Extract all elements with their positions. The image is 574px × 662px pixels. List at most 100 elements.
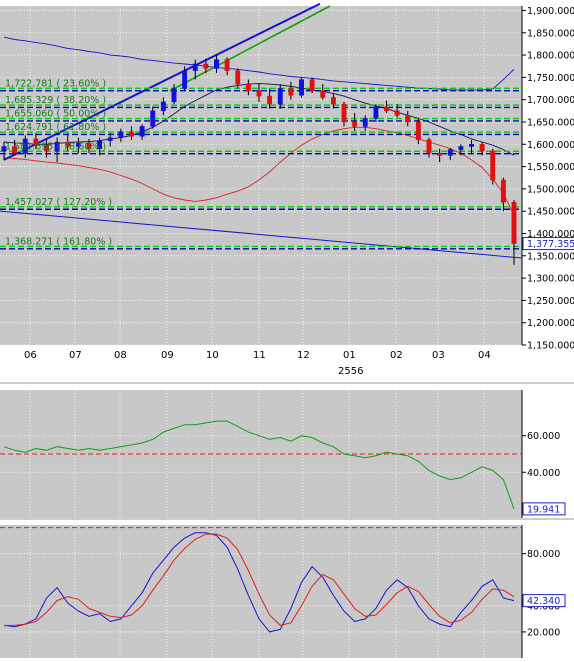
stochastic-y-tick-label: 80.000	[527, 549, 560, 560]
candle-body-down	[426, 139, 432, 154]
stochastic-d-line	[4, 533, 515, 626]
trendline-down-blue	[0, 210, 523, 259]
x-sublabel: 2556	[338, 366, 363, 377]
candle-body-down	[44, 144, 49, 152]
candle-body-down	[511, 202, 517, 244]
fib-level-label: 1,368.271 ( 161.80% )	[5, 237, 112, 248]
x-tick-label: 02	[390, 350, 403, 361]
candle-body-down	[235, 70, 241, 85]
price-y-tick-label: 1,400.000	[527, 229, 574, 240]
fib-level-label: 1,581.695 ( 78.60% )	[5, 141, 106, 152]
candle-body-down	[415, 121, 421, 141]
price-y-tick-label: 1,150.000	[527, 341, 574, 352]
candle-body-down	[384, 106, 389, 112]
x-tick-label: 11	[253, 350, 266, 361]
x-tick-label: 04	[478, 350, 491, 361]
candle-body-up	[22, 138, 28, 154]
candle-body-up	[171, 88, 177, 103]
rsi-line	[3, 420, 515, 510]
x-tick-label: 07	[69, 350, 82, 361]
fib-level-label: 1,624.791 ( 61.80% )	[5, 122, 106, 133]
candle-body-up	[97, 140, 103, 149]
stochastic-last-value: 42.340	[527, 596, 560, 607]
x-tick-label: 08	[114, 350, 127, 361]
stochastic-y-tick-label: 20.000	[527, 627, 560, 638]
rsi-last-value: 19.941	[527, 504, 560, 515]
candle-body-up	[139, 126, 145, 137]
candle-body-up	[118, 131, 124, 138]
stochastic-panel	[0, 525, 522, 658]
fib-level-label: 1,655.060 ( 50.00% )	[5, 109, 106, 120]
fib-level-label: 1,457.027 ( 127.20% )	[5, 197, 112, 208]
price-y-tick-label: 1,650.000	[527, 117, 574, 128]
price-y-tick-label: 1,600.000	[527, 140, 574, 151]
x-tick-label: 10	[206, 350, 219, 361]
price-y-tick-label: 1,550.000	[527, 162, 574, 173]
price-y-tick-label: 1,250.000	[527, 296, 574, 307]
candle-body-down	[394, 110, 400, 116]
candle-body-up	[192, 63, 198, 71]
candle-body-up	[277, 88, 283, 105]
candle-body-down	[320, 90, 326, 98]
candle-body-up	[160, 101, 166, 112]
price-y-tick-label: 1,500.000	[527, 184, 574, 195]
price-y-tick-label: 1,300.000	[527, 274, 574, 285]
rsi-last-box	[522, 502, 566, 516]
candle-body-down	[267, 95, 273, 105]
candle-body-down	[12, 146, 18, 154]
x-tick-label: 03	[432, 350, 445, 361]
candle-body-down	[203, 63, 209, 69]
candle-body-down	[33, 138, 39, 146]
candle-body-down	[129, 131, 134, 137]
candle-body-down	[309, 79, 315, 92]
price-y-tick-label: 1,700.000	[527, 95, 574, 106]
stochastic-k-line	[3, 532, 515, 633]
candle-body-down	[245, 83, 251, 92]
price-panel	[0, 6, 522, 345]
candle-body-up	[107, 137, 113, 141]
candle-body-up	[469, 144, 474, 147]
candle-body-down	[437, 152, 443, 156]
candle-body-down	[224, 59, 230, 71]
x-tick-label: 09	[161, 350, 174, 361]
candle-body-down	[256, 90, 262, 97]
price-y-tick-label: 1,850.000	[527, 28, 574, 39]
candle-body-up	[458, 146, 464, 150]
candle-body-down	[341, 103, 347, 123]
x-tick-label: 06	[24, 350, 37, 361]
candle-body-up	[1, 146, 7, 152]
candle-body-up	[214, 59, 219, 69]
candle-body-down	[65, 141, 71, 147]
x-tick-label: 01	[343, 350, 356, 361]
candle-body-down	[479, 144, 485, 152]
price-y-tick-label: 1,800.000	[527, 51, 574, 62]
price-y-tick-label: 1,450.000	[527, 207, 574, 218]
rsi-y-tick-label: 40.000	[527, 468, 560, 479]
fib-level-label: 1,722.781 ( 23.60% )	[5, 79, 106, 90]
candle-body-down	[352, 121, 358, 127]
candle-body-down	[405, 115, 411, 123]
candle-body-up	[373, 106, 379, 119]
candle-body-up	[362, 118, 368, 127]
candle-body-up	[54, 141, 60, 152]
trendline-up-green	[169, 5, 331, 92]
price-y-tick-label: 1,200.000	[527, 318, 574, 329]
last-price-label: 1,377.355	[527, 239, 574, 250]
price-y-tick-label: 1,900.000	[527, 6, 574, 17]
candle-body-up	[447, 149, 453, 156]
candle-body-down	[86, 143, 92, 149]
candle-body-up	[299, 79, 304, 96]
fib-level-label: 1,685.329 ( 38.20% )	[5, 95, 106, 106]
candle-body-down	[330, 97, 336, 105]
candle-body-down	[288, 88, 294, 96]
candle-body-up	[150, 110, 156, 127]
candle-body-down	[500, 179, 506, 203]
x-tick-label: 12	[297, 350, 310, 361]
stochastic-last-box	[522, 594, 566, 608]
rsi-y-tick-label: 60.000	[527, 431, 560, 442]
candle-body-up	[182, 70, 188, 89]
candle-body-down	[490, 150, 496, 181]
last-price-box	[522, 237, 574, 251]
